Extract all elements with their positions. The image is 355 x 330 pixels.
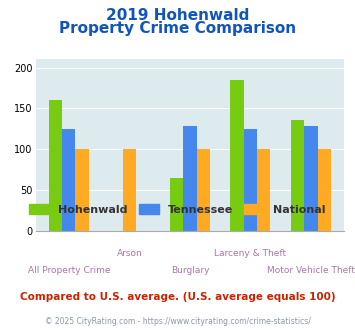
Bar xyxy=(244,129,257,231)
Bar xyxy=(170,178,183,231)
Text: Compared to U.S. average. (U.S. average equals 100): Compared to U.S. average. (U.S. average … xyxy=(20,292,335,302)
Bar xyxy=(230,80,244,231)
Text: Burglary: Burglary xyxy=(171,266,209,275)
Bar xyxy=(197,149,210,231)
Text: 2019 Hohenwald: 2019 Hohenwald xyxy=(106,8,249,23)
Bar xyxy=(49,100,62,231)
Text: Property Crime Comparison: Property Crime Comparison xyxy=(59,21,296,36)
Bar xyxy=(183,126,197,231)
Bar xyxy=(76,149,89,231)
Text: Motor Vehicle Theft: Motor Vehicle Theft xyxy=(267,266,355,275)
Text: All Property Crime: All Property Crime xyxy=(28,266,110,275)
Bar xyxy=(257,149,271,231)
Bar xyxy=(318,149,331,231)
Bar xyxy=(62,129,76,231)
Text: © 2025 CityRating.com - https://www.cityrating.com/crime-statistics/: © 2025 CityRating.com - https://www.city… xyxy=(45,317,310,326)
Legend: Hohenwald, Tennessee, National: Hohenwald, Tennessee, National xyxy=(25,200,330,219)
Bar xyxy=(304,126,318,231)
Text: Larceny & Theft: Larceny & Theft xyxy=(214,249,286,258)
Text: Arson: Arson xyxy=(116,249,142,258)
Bar xyxy=(291,120,304,231)
Bar xyxy=(123,149,136,231)
